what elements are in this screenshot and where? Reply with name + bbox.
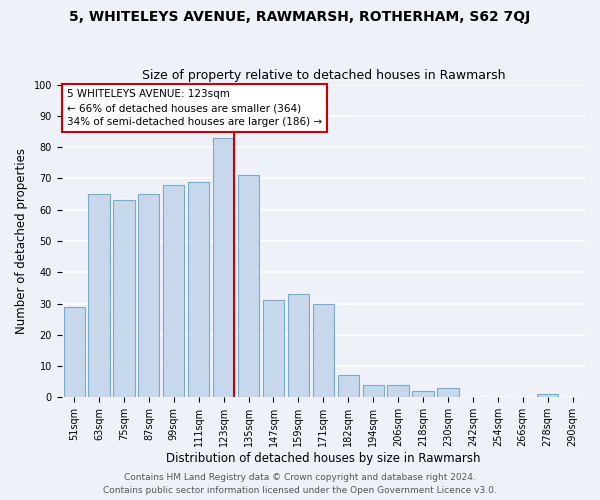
Bar bbox=[188, 182, 209, 398]
Bar bbox=[64, 306, 85, 398]
Bar bbox=[338, 376, 359, 398]
Bar bbox=[163, 184, 184, 398]
Bar bbox=[437, 388, 458, 398]
Bar bbox=[213, 138, 234, 398]
Text: 5, WHITELEYS AVENUE, RAWMARSH, ROTHERHAM, S62 7QJ: 5, WHITELEYS AVENUE, RAWMARSH, ROTHERHAM… bbox=[70, 10, 530, 24]
Bar bbox=[362, 385, 384, 398]
Y-axis label: Number of detached properties: Number of detached properties bbox=[15, 148, 28, 334]
Bar bbox=[537, 394, 558, 398]
Title: Size of property relative to detached houses in Rawmarsh: Size of property relative to detached ho… bbox=[142, 69, 505, 82]
Bar bbox=[138, 194, 160, 398]
Bar bbox=[288, 294, 309, 398]
Bar bbox=[113, 200, 134, 398]
X-axis label: Distribution of detached houses by size in Rawmarsh: Distribution of detached houses by size … bbox=[166, 452, 481, 465]
Text: Contains HM Land Registry data © Crown copyright and database right 2024.
Contai: Contains HM Land Registry data © Crown c… bbox=[103, 474, 497, 495]
Bar bbox=[263, 300, 284, 398]
Bar bbox=[88, 194, 110, 398]
Bar bbox=[238, 176, 259, 398]
Bar bbox=[388, 385, 409, 398]
Text: 5 WHITELEYS AVENUE: 123sqm
← 66% of detached houses are smaller (364)
34% of sem: 5 WHITELEYS AVENUE: 123sqm ← 66% of deta… bbox=[67, 89, 322, 127]
Bar bbox=[313, 304, 334, 398]
Bar bbox=[412, 391, 434, 398]
